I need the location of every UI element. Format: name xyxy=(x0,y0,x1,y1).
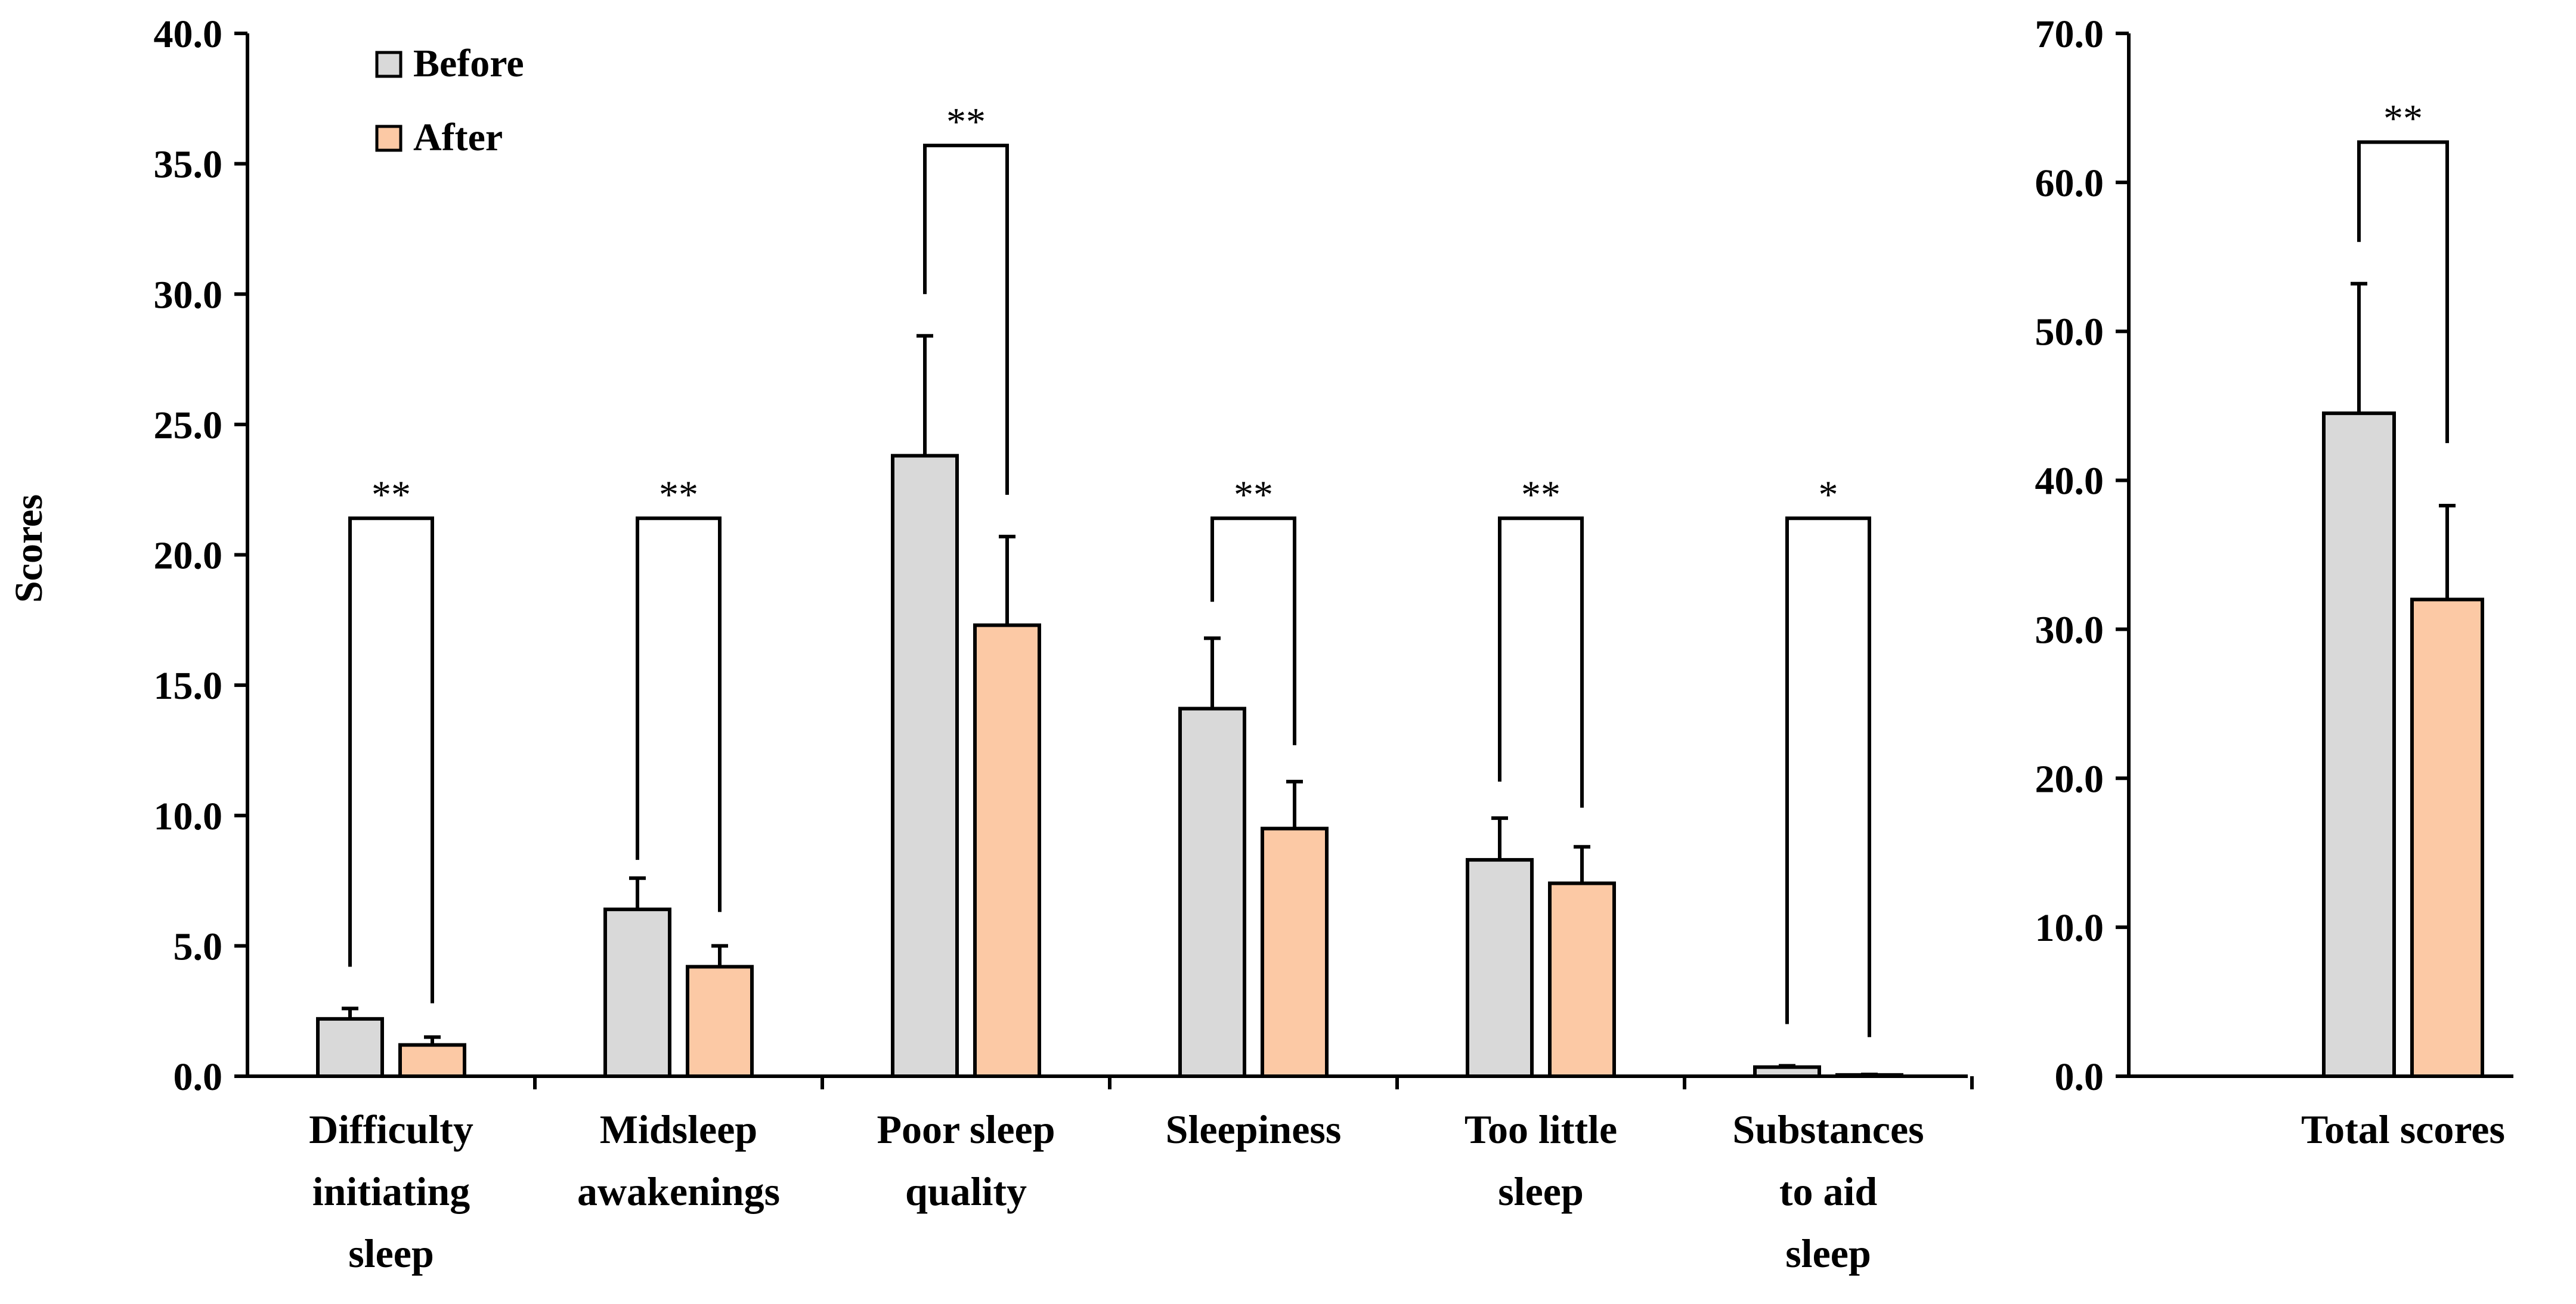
legend-swatch-before xyxy=(375,51,402,78)
bar-before xyxy=(316,1017,384,1079)
y-tick-label: 40.0 xyxy=(154,13,223,56)
y-tick-label: 70.0 xyxy=(2035,13,2104,56)
y-tick-label: 30.0 xyxy=(2035,608,2104,652)
x-category-label: awakenings xyxy=(577,1169,780,1214)
x-category-label: quality xyxy=(905,1169,1027,1214)
bar-after xyxy=(973,623,1041,1078)
significance-bracket xyxy=(348,516,434,1003)
x-category-label: Midsleep xyxy=(600,1107,757,1152)
y-axis-label: Scores xyxy=(7,494,51,603)
x-category-label: to aid xyxy=(1779,1169,1878,1214)
x-category-label: initiating xyxy=(312,1169,470,1214)
bar-after xyxy=(686,965,754,1078)
significance-marker: ** xyxy=(946,100,986,144)
significance-bracket xyxy=(636,516,722,912)
significance-marker: * xyxy=(1819,473,1838,516)
x-category-label: Total scores xyxy=(2301,1107,2505,1152)
x-category-label: sleep xyxy=(1785,1231,1871,1276)
x-category-label: sleep xyxy=(1498,1169,1584,1214)
legend: Before After xyxy=(375,42,524,159)
significance-marker: ** xyxy=(1234,473,1273,516)
y-tick-label: 15.0 xyxy=(154,664,223,708)
bar-before xyxy=(2322,411,2396,1078)
x-category-label: sleep xyxy=(348,1231,434,1276)
significance-bracket xyxy=(923,144,1009,495)
significance-bracket xyxy=(2357,140,2449,444)
significance-bracket xyxy=(1210,516,1296,745)
legend-label-before: Before xyxy=(413,42,524,85)
x-category-label: Poor sleep xyxy=(877,1107,1055,1152)
y-tick-label: 0.0 xyxy=(174,1055,223,1099)
y-tick-label: 60.0 xyxy=(2035,162,2104,205)
bar-after xyxy=(1548,881,1616,1079)
x-category-label: Too little xyxy=(1465,1107,1617,1152)
significance-marker: ** xyxy=(1521,473,1561,516)
bar-after xyxy=(1261,826,1329,1079)
y-tick-label: 35.0 xyxy=(154,143,223,187)
y-tick-label: 25.0 xyxy=(154,404,223,447)
y-tick-label: 20.0 xyxy=(2035,757,2104,801)
x-category-label: Substances xyxy=(1732,1107,1924,1152)
y-tick-label: 20.0 xyxy=(154,534,223,578)
significance-marker: ** xyxy=(371,473,411,516)
significance-bracket xyxy=(1785,516,1871,1037)
bar-after xyxy=(398,1043,466,1079)
bar-before xyxy=(1178,707,1246,1079)
significance-marker: ** xyxy=(2383,97,2423,140)
legend-label-after: After xyxy=(413,116,503,159)
legend-swatch-after xyxy=(375,125,402,152)
bar-before xyxy=(1753,1065,1821,1079)
y-tick-label: 0.0 xyxy=(2055,1055,2104,1099)
bar-before xyxy=(1466,858,1534,1079)
x-category-label: Difficulty xyxy=(309,1107,473,1152)
y-tick-label: 10.0 xyxy=(2035,906,2104,950)
y-tick-label: 40.0 xyxy=(2035,460,2104,503)
y-tick-label: 30.0 xyxy=(154,273,223,317)
bar-after xyxy=(1835,1073,1903,1078)
y-tick-label: 50.0 xyxy=(2035,311,2104,354)
chart-panel-total: 0.0 10.0 20.0 30.0 40.0 50.0 60.0 70.0 ** Total s… xyxy=(2035,13,2513,1152)
y-tick-label: 5.0 xyxy=(174,925,223,968)
bar-before xyxy=(891,454,959,1078)
significance-marker: ** xyxy=(659,473,698,516)
chart-panel-subscales: 0.0 5.0 10.0 15.0 20.0 25.0 30.0 35.0 40.0 ** Diff… xyxy=(154,13,1974,1276)
x-category-label: Sleepiness xyxy=(1166,1107,1342,1152)
y-tick-label: 10.0 xyxy=(154,795,223,838)
significance-bracket xyxy=(1498,516,1584,808)
bar-after xyxy=(2410,597,2484,1078)
bar-before xyxy=(603,907,671,1079)
